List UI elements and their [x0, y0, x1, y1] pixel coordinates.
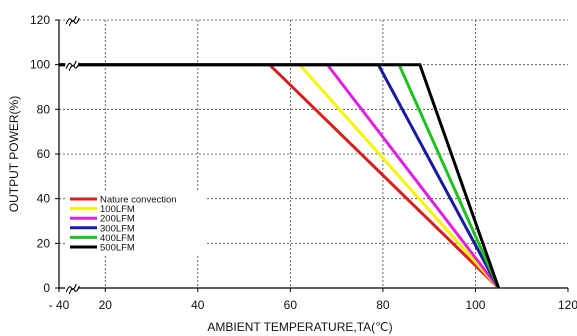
axis-break-mark [65, 15, 77, 25]
x-tick-label: - 40 [49, 298, 70, 312]
y-axis-label: OUTPUT POWER(%) [7, 96, 21, 212]
x-axis-label: AMBIENT TEMPERATURE,TA(℃) [207, 320, 392, 334]
series-line-6 [59, 63, 501, 289]
y-tick-label: 100 [30, 58, 50, 72]
legend-entry-label: 200LFM [100, 214, 135, 225]
legend: Nature convection100LFM200LFM300LFM400LF… [66, 192, 206, 256]
axis-break-mark [68, 17, 80, 27]
x-tick-label: 80 [376, 298, 390, 312]
legend-background [66, 192, 206, 256]
x-tick-labels: - 40 20 40 60 80 100 120 [49, 288, 577, 312]
axis-break-mark [68, 62, 80, 71]
x-tick-label: 100 [465, 298, 485, 312]
y-tick-labels: 0 20 40 60 80 100 120 [30, 13, 59, 295]
y-tick-label: 20 [37, 236, 51, 250]
legend-entry-label: 400LFM [100, 233, 135, 244]
axis-break-mark [68, 285, 80, 295]
legend-entry-label: Nature convection [100, 195, 177, 206]
axis-break-mark [65, 283, 77, 293]
legend-entry-label: 300LFM [100, 223, 135, 234]
y-tick-label: 60 [37, 147, 51, 161]
x-tick-label: 120 [558, 298, 577, 312]
axis-break-mark [65, 60, 77, 69]
axis-breaks [65, 14, 80, 295]
x-tick-label: 40 [191, 298, 205, 312]
y-tick-label: 40 [37, 192, 51, 206]
series-lines [59, 63, 501, 290]
y-tick-label: 120 [30, 13, 50, 27]
y-tick-label: 80 [37, 102, 51, 116]
x-tick-label: 20 [99, 298, 113, 312]
legend-entry-label: 100LFM [100, 204, 135, 215]
x-tick-label: 60 [284, 298, 298, 312]
y-tick-label: 0 [43, 281, 50, 295]
legend-entry-label: 500LFM [100, 243, 135, 254]
